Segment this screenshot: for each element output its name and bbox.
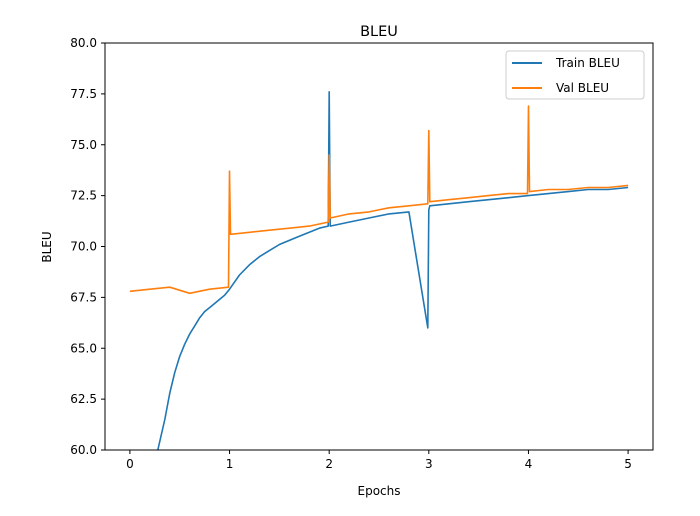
y-tick-label: 72.5 [70, 189, 97, 203]
legend: Train BLEU Val BLEU [505, 50, 645, 100]
y-tick-label: 70.0 [70, 240, 97, 254]
x-tick-label: 0 [126, 457, 134, 471]
y-tick-label: 60.0 [70, 443, 97, 457]
y-tick-label: 77.5 [70, 87, 97, 101]
x-tick-label: 4 [525, 457, 533, 471]
x-tick-label: 5 [624, 457, 632, 471]
y-axis-label: BLEU [40, 231, 54, 262]
series-line-train-bleu [157, 91, 629, 450]
series-line-val-bleu [129, 105, 629, 295]
y-tick-label: 75.0 [70, 138, 97, 152]
legend-label-train-bleu: Train BLEU [555, 56, 620, 70]
y-tick-label: 62.5 [70, 392, 97, 406]
x-tick-label: 2 [325, 457, 333, 471]
y-tick-label: 67.5 [70, 290, 97, 304]
x-axis-label: Epochs [358, 484, 401, 498]
legend-label-val-bleu: Val BLEU [556, 81, 609, 95]
y-tick-label: 80.0 [70, 36, 97, 50]
y-tick-label: 65.0 [70, 341, 97, 355]
x-tick-label: 1 [226, 457, 234, 471]
chart-title: BLEU [360, 24, 398, 40]
x-tick-label: 3 [425, 457, 433, 471]
